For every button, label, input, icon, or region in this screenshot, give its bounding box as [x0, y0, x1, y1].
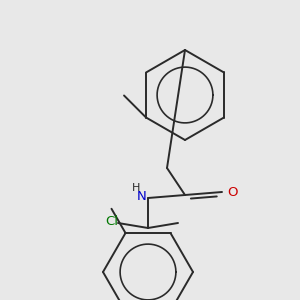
Text: Cl: Cl	[105, 215, 118, 228]
Text: H: H	[132, 183, 140, 193]
Text: O: O	[227, 185, 238, 199]
Text: N: N	[136, 190, 146, 203]
